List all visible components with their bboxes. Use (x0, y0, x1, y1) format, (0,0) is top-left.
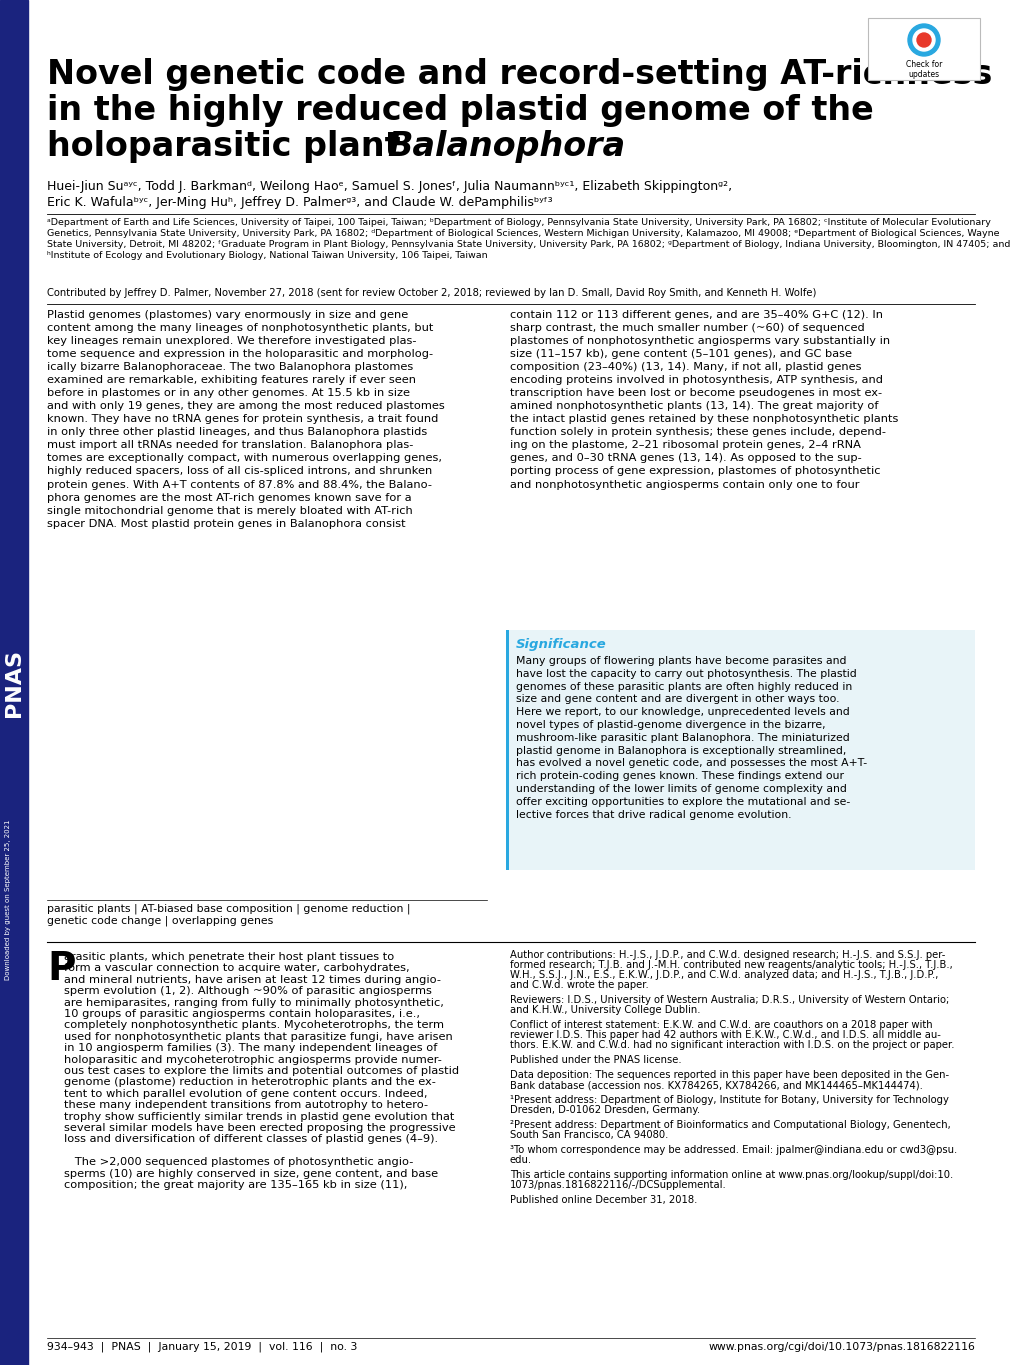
Text: are hemiparasites, ranging from fully to minimally photosynthetic,: are hemiparasites, ranging from fully to… (64, 998, 443, 1007)
Text: reviewer I.D.S. This paper had 42 authors with E.K.W., C.W.d., and I.D.S. all mi: reviewer I.D.S. This paper had 42 author… (510, 1031, 940, 1040)
Text: used for nonphotosynthetic plants that parasitize fungi, have arisen: used for nonphotosynthetic plants that p… (64, 1032, 452, 1041)
Text: Huei-Jiun Suᵃʸᶜ, Todd J. Barkmanᵈ, Weilong Haoᵉ, Samuel S. Jonesᶠ, Julia Naumann: Huei-Jiun Suᵃʸᶜ, Todd J. Barkmanᵈ, Weilo… (47, 180, 732, 192)
Text: P: P (47, 950, 75, 988)
Text: Novel genetic code and record-setting AT-richness: Novel genetic code and record-setting AT… (47, 57, 991, 91)
Text: 1073/pnas.1816822116/-/DCSupplemental.: 1073/pnas.1816822116/-/DCSupplemental. (510, 1179, 727, 1190)
Text: ᵃDepartment of Earth and Life Sciences, University of Taipei, 100 Taipei, Taiwan: ᵃDepartment of Earth and Life Sciences, … (47, 218, 1010, 261)
Text: ¹Present address: Department of Biology, Institute for Botany, University for Te: ¹Present address: Department of Biology,… (510, 1095, 948, 1106)
Text: South San Francisco, CA 94080.: South San Francisco, CA 94080. (510, 1130, 667, 1140)
Text: Author contributions: H.-J.S., J.D.P., and C.W.d. designed research; H.-J.S. and: Author contributions: H.-J.S., J.D.P., a… (510, 950, 945, 960)
Text: Check for
updates: Check for updates (905, 60, 942, 79)
Text: composition; the great majority are 135–165 kb in size (11),: composition; the great majority are 135–… (64, 1179, 407, 1190)
Text: Plastid genomes (plastomes) vary enormously in size and gene
content among the m: Plastid genomes (plastomes) vary enormou… (47, 310, 444, 528)
Text: Balanophora: Balanophora (386, 130, 625, 162)
Text: The >2,000 sequenced plastomes of photosynthetic angio-: The >2,000 sequenced plastomes of photos… (64, 1158, 413, 1167)
Text: www.pnas.org/cgi/doi/10.1073/pnas.1816822116: www.pnas.org/cgi/doi/10.1073/pnas.181682… (707, 1342, 974, 1351)
Text: Significance: Significance (516, 637, 606, 651)
Text: in the highly reduced plastid genome of the: in the highly reduced plastid genome of … (47, 94, 873, 127)
Text: Contributed by Jeffrey D. Palmer, November 27, 2018 (sent for review October 2, : Contributed by Jeffrey D. Palmer, Novemb… (47, 288, 815, 298)
Text: 10 groups of parasitic angiosperms contain holoparasites, i.e.,: 10 groups of parasitic angiosperms conta… (64, 1009, 420, 1020)
Text: several similar models have been erected proposing the progressive: several similar models have been erected… (64, 1123, 455, 1133)
Text: holoparasitic and mycoheterotrophic angiosperms provide numer-: holoparasitic and mycoheterotrophic angi… (64, 1055, 441, 1065)
Text: contain 112 or 113 different genes, and are 35–40% G+C (12). In
sharp contrast, : contain 112 or 113 different genes, and … (510, 310, 898, 490)
Text: these many independent transitions from autotrophy to hetero-: these many independent transitions from … (64, 1100, 428, 1110)
Text: form a vascular connection to acquire water, carbohydrates,: form a vascular connection to acquire wa… (64, 964, 410, 973)
Text: holoparasitic plant: holoparasitic plant (47, 130, 412, 162)
Text: PNAS: PNAS (4, 648, 24, 717)
Text: ³To whom correspondence may be addressed. Email: jpalmer@indiana.edu or cwd3@psu: ³To whom correspondence may be addressed… (510, 1145, 956, 1155)
Text: completely nonphotosynthetic plants. Mycoheterotrophs, the term: completely nonphotosynthetic plants. Myc… (64, 1021, 443, 1031)
Text: arasitic plants, which penetrate their host plant tissues to: arasitic plants, which penetrate their h… (64, 951, 394, 962)
Text: Downloaded by guest on September 25, 2021: Downloaded by guest on September 25, 202… (5, 820, 11, 980)
Text: genome (plastome) reduction in heterotrophic plants and the ex-: genome (plastome) reduction in heterotro… (64, 1077, 435, 1088)
Text: and mineral nutrients, have arisen at least 12 times during angio-: and mineral nutrients, have arisen at le… (64, 975, 440, 984)
Text: and K.H.W., University College Dublin.: and K.H.W., University College Dublin. (510, 1005, 700, 1016)
Bar (505, 631, 508, 870)
Text: Conflict of interest statement: E.K.W. and C.W.d. are coauthors on a 2018 paper : Conflict of interest statement: E.K.W. a… (510, 1020, 931, 1031)
Circle shape (907, 25, 940, 56)
Text: formed research; T.J.B. and J.-M.H. contributed new reagents/analytic tools; H.-: formed research; T.J.B. and J.-M.H. cont… (510, 960, 952, 971)
Text: thors. E.K.W. and C.W.d. had no significant interaction with I.D.S. on the proje: thors. E.K.W. and C.W.d. had no signific… (510, 1040, 954, 1050)
Text: sperms (10) are highly conserved in size, gene content, and base: sperms (10) are highly conserved in size… (64, 1168, 438, 1178)
Text: ous test cases to explore the limits and potential outcomes of plastid: ous test cases to explore the limits and… (64, 1066, 459, 1076)
Bar (0, 0, 28, 1365)
Text: Reviewers: I.D.S., University of Western Australia; D.R.S., University of Wester: Reviewers: I.D.S., University of Western… (510, 995, 949, 1005)
Text: W.H., S.S.J., J.N., E.S., E.K.W., J.D.P., and C.W.d. analyzed data; and H.-J.S.,: W.H., S.S.J., J.N., E.S., E.K.W., J.D.P.… (510, 971, 937, 980)
Text: edu.: edu. (510, 1155, 532, 1164)
Text: This article contains supporting information online at www.pnas.org/lookup/suppl: This article contains supporting informa… (510, 1170, 953, 1179)
Text: Many groups of flowering plants have become parasites and
have lost the capacity: Many groups of flowering plants have bec… (516, 657, 866, 819)
Text: ²Present address: Department of Bioinformatics and Computational Biology, Genent: ²Present address: Department of Bioinfor… (510, 1121, 950, 1130)
Circle shape (912, 29, 934, 51)
Text: Bank database (accession nos. KX784265, KX784266, and MK144465–MK144474).: Bank database (accession nos. KX784265, … (510, 1080, 922, 1091)
Text: in 10 angiosperm families (3). The many independent lineages of: in 10 angiosperm families (3). The many … (64, 1043, 437, 1054)
Text: sperm evolution (1, 2). Although ~90% of parasitic angiosperms: sperm evolution (1, 2). Although ~90% of… (64, 986, 431, 996)
Text: Eric K. Wafulaᵇʸᶜ, Jer-Ming Huʰ, Jeffrey D. Palmerᵍ³, and Claude W. dePamphilisᵇ: Eric K. Wafulaᵇʸᶜ, Jer-Ming Huʰ, Jeffrey… (47, 197, 552, 209)
Text: parasitic plants | AT-biased base composition | genome reduction |: parasitic plants | AT-biased base compos… (47, 904, 410, 915)
Circle shape (916, 33, 930, 46)
Text: Published online December 31, 2018.: Published online December 31, 2018. (510, 1194, 697, 1205)
Bar (505, 631, 974, 870)
Text: and C.W.d. wrote the paper.: and C.W.d. wrote the paper. (510, 980, 648, 990)
Text: trophy show sufficiently similar trends in plastid gene evolution that: trophy show sufficiently similar trends … (64, 1111, 453, 1122)
Text: Dresden, D-01062 Dresden, Germany.: Dresden, D-01062 Dresden, Germany. (510, 1106, 699, 1115)
Bar (867, 18, 979, 81)
Text: Data deposition: The sequences reported in this paper have been deposited in the: Data deposition: The sequences reported … (510, 1070, 949, 1080)
Text: genetic code change | overlapping genes: genetic code change | overlapping genes (47, 916, 273, 927)
Text: 934–943  |  PNAS  |  January 15, 2019  |  vol. 116  |  no. 3: 934–943 | PNAS | January 15, 2019 | vol.… (47, 1342, 357, 1353)
Text: tent to which parallel evolution of gene content occurs. Indeed,: tent to which parallel evolution of gene… (64, 1089, 427, 1099)
Text: Published under the PNAS license.: Published under the PNAS license. (510, 1055, 681, 1065)
Text: loss and diversification of different classes of plastid genes (4–9).: loss and diversification of different cl… (64, 1134, 438, 1144)
